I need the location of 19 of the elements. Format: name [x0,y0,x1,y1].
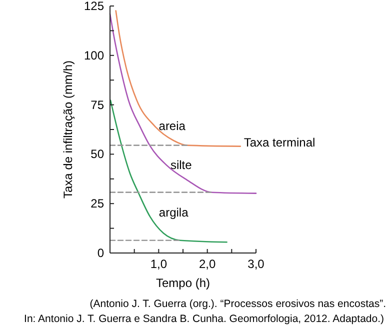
y-tick-label: 50 [90,147,104,162]
y-axis-title: Taxa de infiltração (mm/h) [61,60,75,199]
y-tick-label: 100 [84,48,104,62]
series-label: argila [158,205,189,220]
y-tick-label: 25 [90,196,104,211]
x-tick-label: 3,0 [248,257,265,271]
line-series [110,100,228,243]
annotation: Taxa terminal [244,135,316,150]
x-tick-label: 2,0 [198,257,216,271]
text: (Antonio J. T. Guerra (org.). “Processos erosivos nas encostas”. [90,298,386,310]
line-series [115,10,242,147]
y-tick-label: 75 [90,98,104,112]
y-tick-label: 0 [97,246,104,260]
series-label: silte [170,158,192,172]
y-tick-label: 125 [84,0,104,13]
x-tick-label: 1,0 [150,257,168,271]
series-label: areia [158,119,186,134]
text: In: Antonio J. T. Guerra e Sandra B. Cunha. Geomorfologia, 2012. Adaptado.) [24,313,384,325]
x-axis-title: Tempo (h) [156,276,210,290]
